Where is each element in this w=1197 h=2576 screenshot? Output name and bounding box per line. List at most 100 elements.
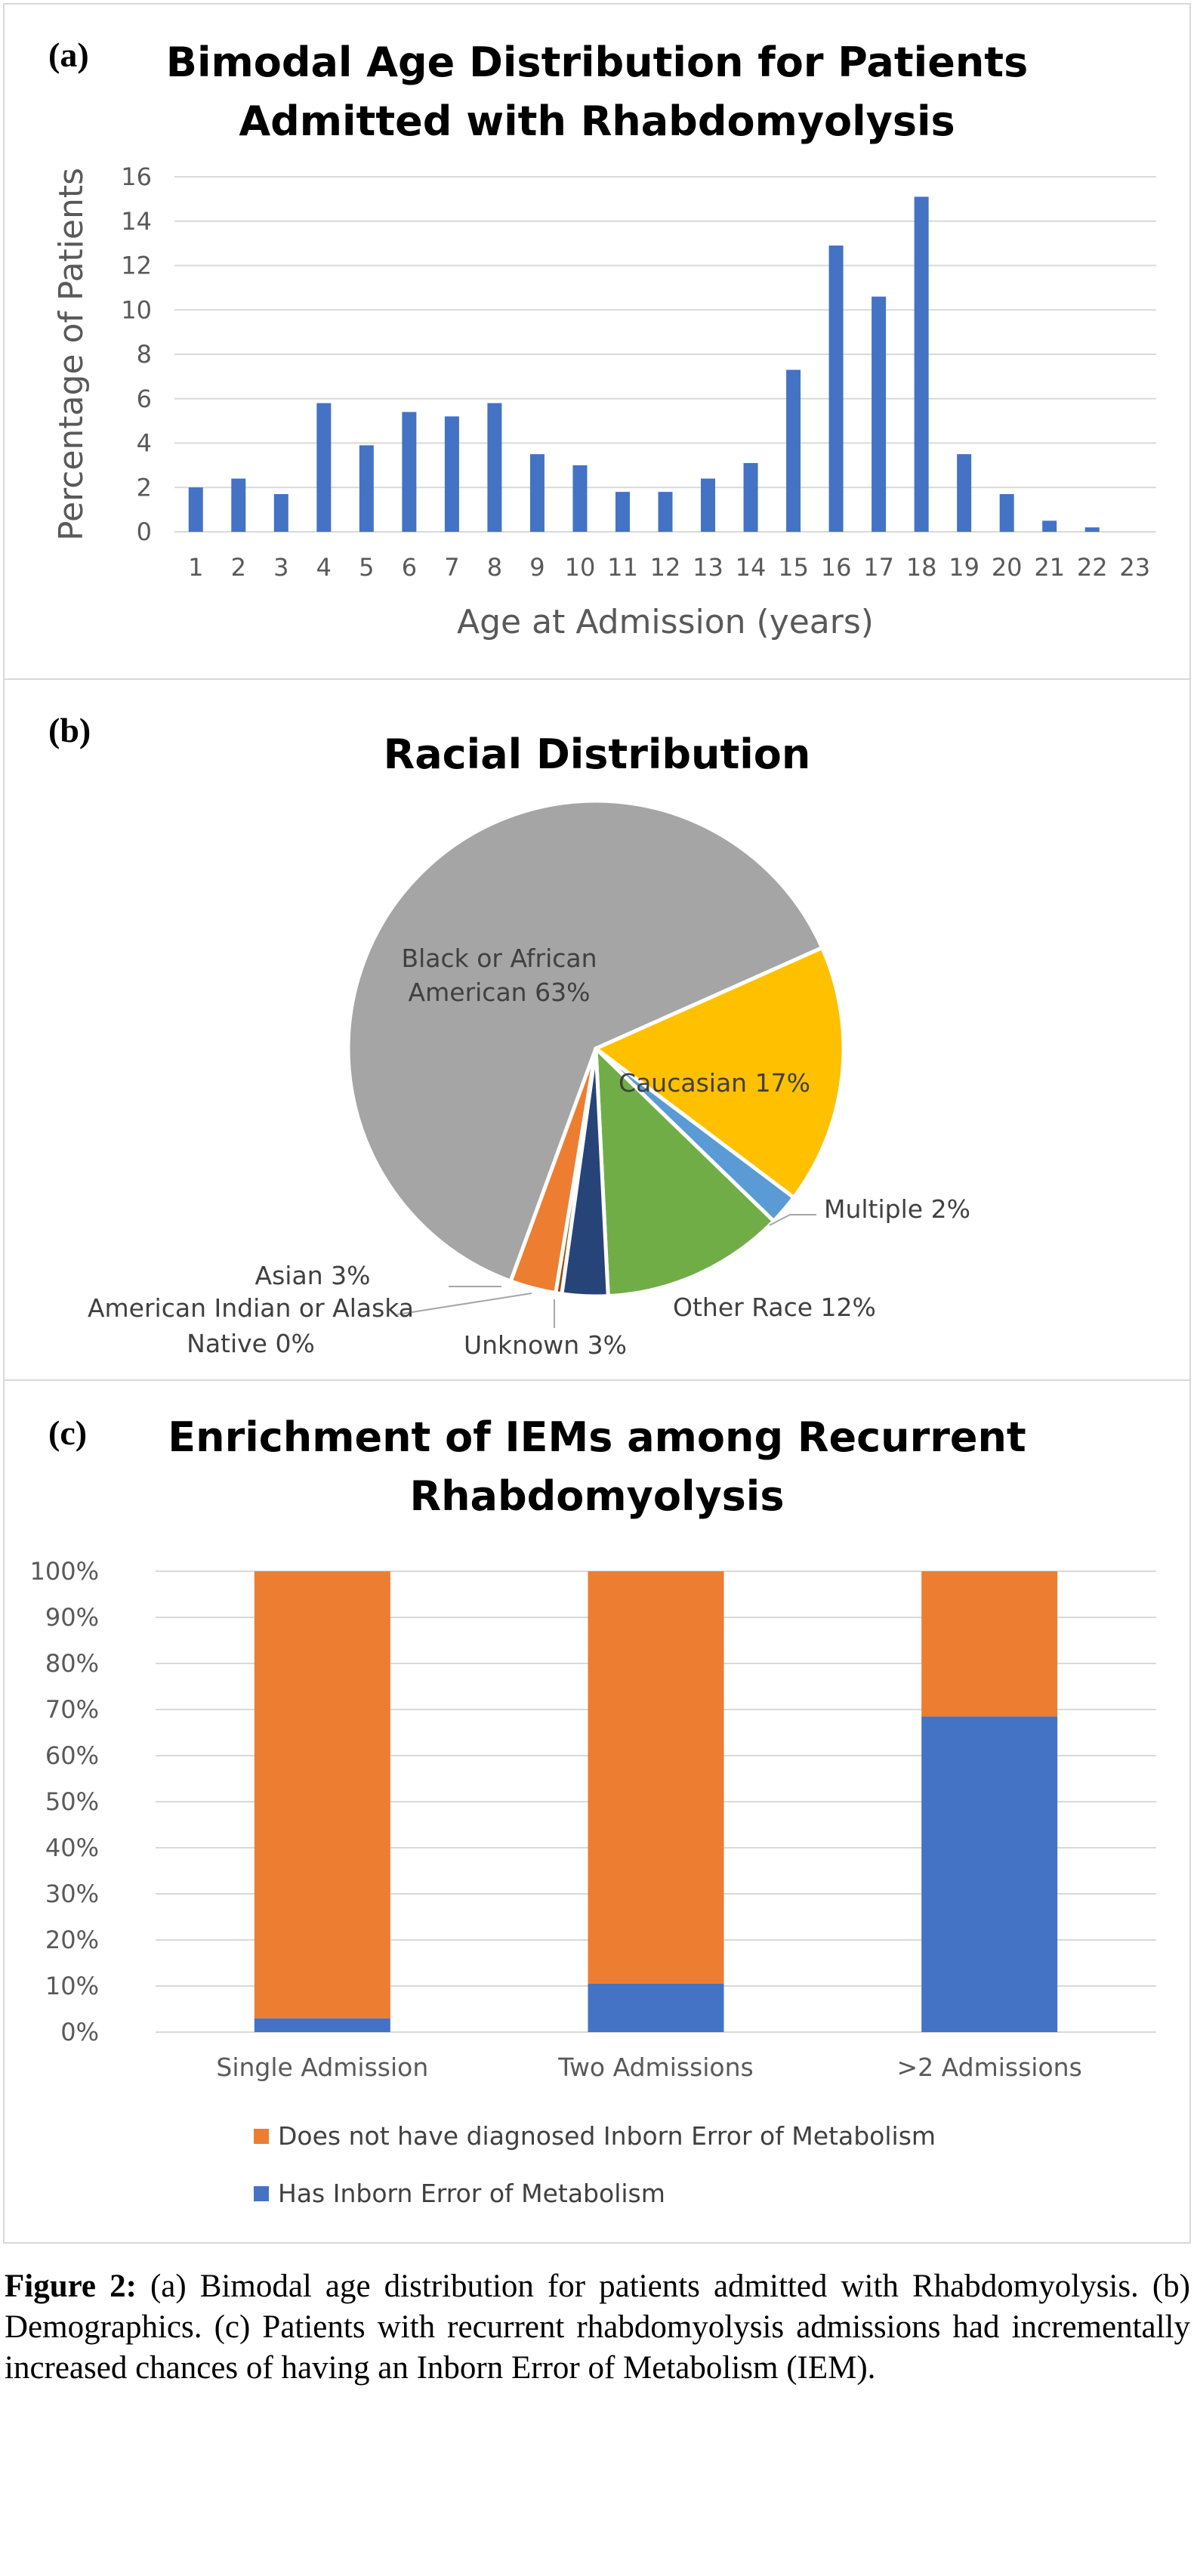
x-tick-label: 10 bbox=[565, 553, 596, 582]
chart-b-title: Racial Distribution bbox=[383, 730, 811, 778]
x-tick-label: 17 bbox=[863, 553, 894, 582]
y-tick-label: 8 bbox=[137, 340, 152, 369]
y-tick-label: 50% bbox=[45, 1787, 99, 1816]
y-tick-label: 6 bbox=[137, 385, 152, 413]
y-tick-label: 100% bbox=[30, 1557, 99, 1586]
legend-item-has-iem: Has Inborn Error of Metabolism bbox=[254, 2179, 665, 2208]
x-tick-label: 16 bbox=[821, 553, 852, 582]
y-tick-label: 10% bbox=[45, 1972, 99, 2000]
pie-label-caucasian: Caucasian 17% bbox=[619, 1068, 810, 1098]
legend-swatch-blue bbox=[254, 2185, 269, 2201]
x-tick-label: 21 bbox=[1034, 553, 1065, 582]
age-bar bbox=[615, 492, 630, 532]
y-axis-label: Percentage of Patients bbox=[52, 168, 91, 541]
x-tick-label: >2 Admissions bbox=[897, 2052, 1082, 2082]
pie-label-unknown: Unknown 3% bbox=[464, 1330, 627, 1360]
x-tick-label: 23 bbox=[1119, 553, 1150, 582]
x-tick-label: 5 bbox=[359, 553, 374, 582]
x-tick-label: 18 bbox=[906, 553, 937, 582]
caption-label: Figure 2: bbox=[5, 2269, 137, 2304]
stacked-bar-segment bbox=[588, 1983, 724, 2032]
x-tick-label: Two Admissions bbox=[557, 2052, 753, 2082]
pie-slice bbox=[508, 1046, 598, 1296]
pie-label-black-line2: American 63% bbox=[409, 978, 591, 1007]
age-bar bbox=[957, 454, 972, 532]
age-bar bbox=[231, 478, 246, 532]
x-axis-label: Age at Admission (years) bbox=[457, 603, 874, 641]
pie-label-black-line1: Black or African bbox=[401, 944, 597, 973]
panel-age-distribution: (a) Bimodal Age Distribution for Patient… bbox=[3, 3, 1191, 680]
panel-letter-b: (b) bbox=[48, 711, 91, 749]
age-bar bbox=[487, 403, 502, 532]
y-tick-label: 20% bbox=[45, 1926, 99, 1954]
x-tick-label: 3 bbox=[273, 553, 288, 582]
age-bar bbox=[359, 445, 374, 532]
panel-letter-c: (c) bbox=[48, 1413, 88, 1452]
leader-line-multiple bbox=[769, 1214, 816, 1226]
age-bar bbox=[999, 494, 1014, 532]
x-tick-label: 19 bbox=[949, 553, 980, 582]
panel-letter-a: (a) bbox=[48, 36, 89, 74]
pie-slices bbox=[346, 798, 846, 1299]
panel-iem-enrichment: (c) Enrichment of IEMs among Recurrent R… bbox=[3, 1379, 1191, 2244]
pie-slice bbox=[594, 1046, 776, 1299]
pie-slice bbox=[594, 946, 846, 1200]
y-tick-label: 70% bbox=[45, 1695, 99, 1724]
x-tick-label: 9 bbox=[529, 553, 545, 582]
age-bar bbox=[572, 465, 588, 532]
age-bar bbox=[658, 492, 673, 532]
stacked-bar-segment bbox=[921, 1571, 1058, 1717]
chart-c-title: Enrichment of IEMs among Recurrent Rhabd… bbox=[5, 1408, 1189, 1526]
leader-line-aian bbox=[396, 1293, 532, 1315]
legend-label-no-iem: Does not have diagnosed Inborn Error of … bbox=[278, 2121, 936, 2151]
x-tick-label: 15 bbox=[778, 553, 809, 582]
chart-c-title-line1: Enrichment of IEMs among Recurrent bbox=[168, 1413, 1026, 1461]
y-tick-label: 10 bbox=[121, 295, 152, 324]
x-tick-label: 1 bbox=[188, 553, 203, 582]
age-bar bbox=[444, 416, 459, 532]
pie-slice bbox=[346, 798, 825, 1283]
x-tick-label: 4 bbox=[316, 553, 332, 582]
age-bar bbox=[786, 369, 801, 532]
iem-stacked-bar-chart: 0% 10% 20% 30% 40% 50% 60% 70% 80% 90% 100% Single … bbox=[30, 1557, 1156, 2082]
x-tick-label: 22 bbox=[1077, 553, 1108, 582]
pie-label-aian-line2: Native 0% bbox=[187, 1329, 315, 1358]
panel-racial-distribution: (b) Racial Distribution Black or African… bbox=[3, 678, 1191, 1381]
age-bar bbox=[872, 296, 887, 532]
x-tick-label: 11 bbox=[607, 553, 638, 582]
legend-item-no-iem: Does not have diagnosed Inborn Error of … bbox=[254, 2121, 936, 2151]
x-tick-label: 20 bbox=[992, 553, 1023, 582]
y-tick-label: 0% bbox=[60, 2018, 99, 2046]
stacked-bar-segment bbox=[254, 1571, 390, 2018]
y-tick-label: 80% bbox=[45, 1649, 99, 1678]
y-tick-label: 16 bbox=[121, 162, 152, 191]
chart-a-title-line2: Admitted with Rhabdomyolysis bbox=[239, 97, 955, 145]
legend-swatch-orange bbox=[254, 2128, 269, 2144]
legend-label-has-iem: Has Inborn Error of Metabolism bbox=[278, 2179, 665, 2208]
x-tick-label: Single Admission bbox=[216, 2052, 428, 2082]
age-bar bbox=[1084, 527, 1100, 532]
chart-a-title-line1: Bimodal Age Distribution for Patients bbox=[165, 39, 1029, 86]
age-bar bbox=[1042, 520, 1057, 532]
age-bar bbox=[529, 454, 545, 532]
y-tick-label: 4 bbox=[137, 429, 152, 458]
y-tick-label: 30% bbox=[45, 1879, 99, 1908]
y-tick-label: 2 bbox=[137, 473, 152, 502]
x-tick-label: 14 bbox=[736, 553, 767, 582]
x-tick-label: 12 bbox=[650, 553, 681, 582]
age-bar bbox=[828, 246, 844, 532]
y-tick-label: 12 bbox=[121, 252, 152, 280]
chart-a-title: Bimodal Age Distribution for Patients Ad… bbox=[5, 33, 1189, 151]
race-pie-chart: Black or African American 63% Caucasian … bbox=[88, 798, 970, 1360]
stacked-bar-segment bbox=[921, 1716, 1058, 2032]
stacked-bar-segment bbox=[588, 1571, 724, 1984]
age-bar bbox=[402, 412, 417, 532]
x-tick-label: 8 bbox=[487, 553, 502, 582]
x-tick-label: 6 bbox=[402, 553, 417, 582]
y-tick-label: 60% bbox=[45, 1741, 99, 1770]
stacked-bar-segment bbox=[254, 2018, 390, 2032]
age-bar bbox=[188, 487, 203, 532]
pie-label-asian: Asian 3% bbox=[255, 1261, 371, 1290]
age-bar bbox=[743, 462, 758, 532]
